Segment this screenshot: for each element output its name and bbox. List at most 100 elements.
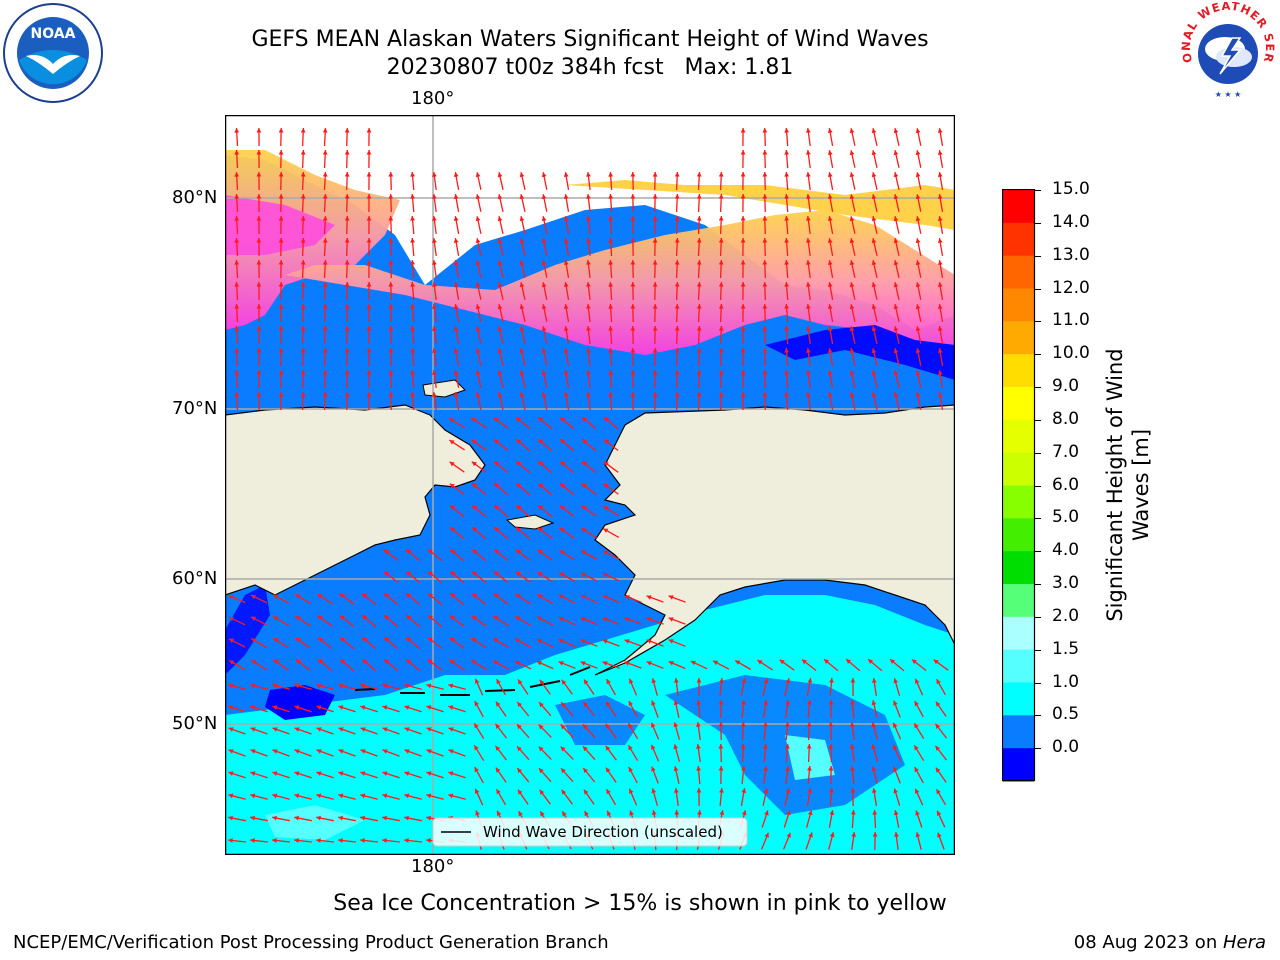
wind-arrow-head xyxy=(652,216,658,221)
wind-arrow-head xyxy=(827,348,833,353)
wind-arrow-head xyxy=(762,260,768,265)
wind-arrow-head xyxy=(344,238,350,243)
wind-arrow-head xyxy=(580,661,586,666)
wind-arrow-head xyxy=(362,615,367,620)
wind-arrow-head xyxy=(519,326,525,332)
wind-arrow-head xyxy=(629,788,634,794)
wind-arrow-head xyxy=(537,616,543,621)
colorbar-tick-label: 0.5 xyxy=(1052,704,1080,725)
wind-arrow-head xyxy=(674,260,680,265)
wind-arrow-head xyxy=(538,746,544,752)
wind-arrow-head xyxy=(339,593,345,599)
colorbar-tick-mark xyxy=(1035,715,1041,717)
wind-arrow-head xyxy=(316,771,322,776)
wind-arrow-head xyxy=(493,417,499,423)
wind-arrow-head xyxy=(432,194,437,199)
wind-arrow-head xyxy=(871,150,877,156)
wind-arrow-head xyxy=(250,838,255,843)
wind-arrow-head xyxy=(606,701,611,707)
wind-arrow-head xyxy=(718,700,724,705)
wind-arrow-head xyxy=(915,260,921,266)
wind-arrow-head xyxy=(849,348,855,354)
wind-arrow-head xyxy=(382,838,387,843)
wind-arrow-head xyxy=(427,637,433,643)
wind-arrow-head xyxy=(497,392,503,398)
noaa-logo-text: NOAA xyxy=(31,26,76,42)
wind-arrow-head xyxy=(475,282,481,288)
land-alaska xyxy=(594,404,955,676)
wind-arrow-head xyxy=(674,238,680,243)
wind-arrow-head xyxy=(228,838,233,843)
wind-arrow-head xyxy=(404,838,409,843)
wind-arrow-head xyxy=(763,744,768,749)
footer-credit: NCEP/EMC/Verification Post Processing Pr… xyxy=(13,932,609,953)
wind-arrow-head xyxy=(453,194,459,199)
wind-arrow-head xyxy=(652,282,658,287)
wind-arrow-head xyxy=(719,810,725,815)
wind-arrow-head xyxy=(475,238,481,244)
wind-arrow-head xyxy=(937,150,943,155)
wind-arrow-head xyxy=(256,370,262,375)
wind-arrow-head xyxy=(603,461,609,467)
wind-arrow-head xyxy=(366,304,372,309)
wind-arrow-head xyxy=(915,326,921,332)
wind-arrow-head xyxy=(718,282,724,287)
wind-arrow-head xyxy=(410,260,415,265)
colorbar-tick-mark xyxy=(1035,419,1041,421)
wind-arrow-head xyxy=(605,745,611,751)
wind-arrow-head xyxy=(893,700,898,706)
colorbar-segment xyxy=(1003,222,1034,257)
wind-arrow-head xyxy=(475,370,481,376)
wind-arrow-head xyxy=(344,304,350,309)
wind-arrow-head xyxy=(827,194,833,199)
wind-arrow-head xyxy=(674,326,680,331)
wind-arrow-head xyxy=(472,571,477,576)
wind-arrow-head xyxy=(256,128,262,133)
wind-arrow-head xyxy=(316,727,322,732)
wind-arrow-head xyxy=(718,260,724,265)
wind-arrow-head xyxy=(453,238,459,243)
sea-ice-north xyxy=(565,180,955,230)
wind-arrow-head xyxy=(361,593,367,599)
colorbar-tick-label: 14.0 xyxy=(1052,211,1090,232)
wind-arrow-head xyxy=(251,660,257,665)
wind-arrow-head xyxy=(827,370,833,375)
wind-arrow-head xyxy=(453,370,459,375)
wind-arrow-head xyxy=(366,370,372,375)
wind-arrow-head xyxy=(806,150,811,155)
wind-arrow-head xyxy=(344,392,350,397)
wind-arrow-head xyxy=(497,304,503,310)
wind-arrow-head xyxy=(785,788,791,794)
wind-arrow-head xyxy=(606,789,611,795)
wind-arrow-head xyxy=(382,771,388,776)
wind-arrow-head xyxy=(563,370,569,375)
wind-arrow-head xyxy=(628,745,633,751)
wind-arrow-head xyxy=(366,128,372,133)
wind-arrow-head xyxy=(494,505,500,510)
wind-arrow-head xyxy=(764,810,769,816)
wind-arrow-head xyxy=(827,216,833,221)
colorbar-segment xyxy=(1003,321,1034,355)
wind-arrow-head xyxy=(915,392,921,398)
wind-arrow-head xyxy=(471,615,477,621)
wind-arrow-head xyxy=(519,238,525,244)
wind-arrow-head xyxy=(316,683,322,689)
wind-arrow-head xyxy=(893,766,898,772)
wind-arrow-head xyxy=(827,260,833,265)
wind-arrow-head xyxy=(560,417,566,422)
wind-arrow-head xyxy=(338,749,344,754)
wind-wave-arrows xyxy=(228,127,949,851)
wind-arrow-head xyxy=(563,172,569,177)
wind-arrow-head xyxy=(541,194,547,200)
wind-arrow-head xyxy=(850,700,855,705)
wind-arrow-head xyxy=(893,194,899,200)
wind-arrow-head xyxy=(539,679,545,685)
wind-arrow-head xyxy=(538,724,544,730)
wind-arrow-head xyxy=(871,172,877,178)
wind-arrow-head xyxy=(475,392,481,398)
wind-arrow-head xyxy=(250,771,256,776)
wind-arrow-head xyxy=(383,571,389,577)
wind-arrow-head xyxy=(453,348,459,353)
wind-arrow-head xyxy=(630,238,636,243)
wind-arrow-head xyxy=(624,595,630,600)
